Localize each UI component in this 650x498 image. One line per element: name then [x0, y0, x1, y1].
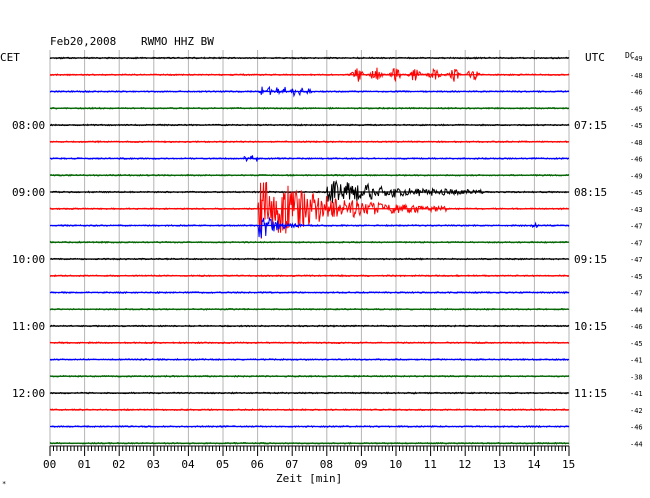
- left-hour-label: 08:00: [12, 119, 45, 132]
- seismic-trace: [49, 181, 570, 239]
- dc-offset-label: -45: [630, 105, 643, 113]
- dc-offset-label: -45: [630, 273, 643, 281]
- dc-offset-label: -49: [630, 172, 643, 180]
- trace-group: [49, 56, 570, 445]
- x-tick-label: 06: [251, 458, 264, 471]
- dc-offset-label: -46: [630, 156, 643, 164]
- dc-offset-label: -49: [630, 55, 643, 63]
- grid-lines: [49, 50, 570, 456]
- dc-offset-label: -48: [630, 72, 643, 80]
- dc-offset-label: -41: [630, 357, 643, 365]
- dc-offset-label: -46: [630, 424, 643, 432]
- corner-mark: *: [2, 480, 6, 488]
- dc-offset-label: -48: [630, 139, 643, 147]
- x-tick-label: 09: [354, 458, 367, 471]
- left-zone-label: CET: [0, 51, 20, 64]
- dc-offset-label: -44: [630, 306, 643, 314]
- header-date: Feb20,2008: [50, 35, 116, 48]
- dc-offset-label: -46: [630, 323, 643, 331]
- x-tick-label: 14: [527, 458, 541, 471]
- x-tick-label: 10: [389, 458, 402, 471]
- right-hour-label: 09:15: [574, 253, 607, 266]
- dc-offset-label: -42: [630, 407, 643, 415]
- x-axis-label: Zeit [min]: [276, 472, 342, 485]
- left-hour-label: 10:00: [12, 253, 45, 266]
- left-hour-label: 12:00: [12, 387, 45, 400]
- x-tick-label: 08: [320, 458, 333, 471]
- x-tick-label: 00: [43, 458, 56, 471]
- x-tick-label: 07: [285, 458, 298, 471]
- right-zone-label: UTC: [585, 51, 605, 64]
- header-station: RWMO HHZ BW: [141, 35, 214, 48]
- x-tick-label: 02: [112, 458, 125, 471]
- dc-offset-label: -47: [630, 223, 643, 231]
- x-tick-label: 12: [458, 458, 471, 471]
- dc-offset-label: -46: [630, 89, 643, 97]
- dc-offset-label: -47: [630, 239, 643, 247]
- dc-offset-label: -41: [630, 390, 643, 398]
- left-hour-label: 09:00: [12, 186, 45, 199]
- right-hour-label: 08:15: [574, 186, 607, 199]
- right-hour-label: 07:15: [574, 119, 607, 132]
- dc-label: DC: [625, 51, 635, 60]
- dc-offset-label: -38: [630, 373, 643, 381]
- right-hour-label: 11:15: [574, 387, 607, 400]
- dc-offset-label: -47: [630, 256, 643, 264]
- x-tick-label: 04: [181, 458, 195, 471]
- dc-offset-label: -45: [630, 340, 643, 348]
- dc-offset-label: -43: [630, 206, 643, 214]
- dc-offset-label: -44: [630, 440, 643, 448]
- x-tick-label: 01: [78, 458, 91, 471]
- dc-offset-label: -47: [630, 290, 643, 298]
- right-hour-label: 10:15: [574, 320, 607, 333]
- left-hour-label: 11:00: [12, 320, 45, 333]
- dc-offset-label: -45: [630, 189, 643, 197]
- x-tick-label: 11: [424, 458, 437, 471]
- x-tick-label: 03: [147, 458, 160, 471]
- x-tick-label: 15: [562, 458, 575, 471]
- dc-offset-label: -45: [630, 122, 643, 130]
- x-tick-label: 05: [216, 458, 229, 471]
- label-group: 00 01 02 03 04 05 06 07 08 09 10 11 12 13 14 15 -49 -48 -4…: [12, 55, 643, 471]
- x-tick-label: 13: [493, 458, 506, 471]
